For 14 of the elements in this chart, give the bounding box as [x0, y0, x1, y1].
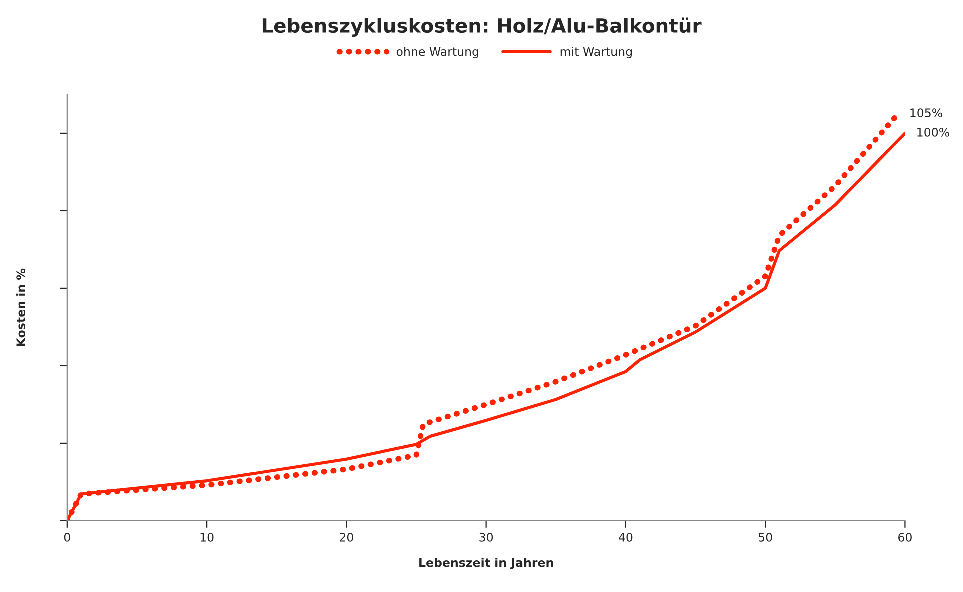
legend-label: ohne Wartung	[396, 47, 478, 59]
x-tick-label: 30	[480, 532, 494, 542]
data-label: 105%	[910, 108, 942, 118]
x-tick-label: 50	[758, 532, 772, 542]
x-tick-label: 0	[64, 532, 70, 542]
legend-label: mit Wartung	[560, 47, 632, 59]
x-axis-title: Lebenszeit in Jahren	[420, 558, 554, 570]
chart-title: Lebenszykluskosten: Holz/Alu-Balkontür	[262, 18, 702, 38]
x-tick-label: 10	[200, 532, 214, 542]
x-tick-label: 60	[898, 532, 912, 542]
data-label: 100%	[918, 128, 950, 137]
x-tick-label: 40	[619, 532, 633, 542]
y-axis-title: Kosten in %	[16, 268, 26, 346]
x-tick-label: 20	[340, 532, 354, 542]
